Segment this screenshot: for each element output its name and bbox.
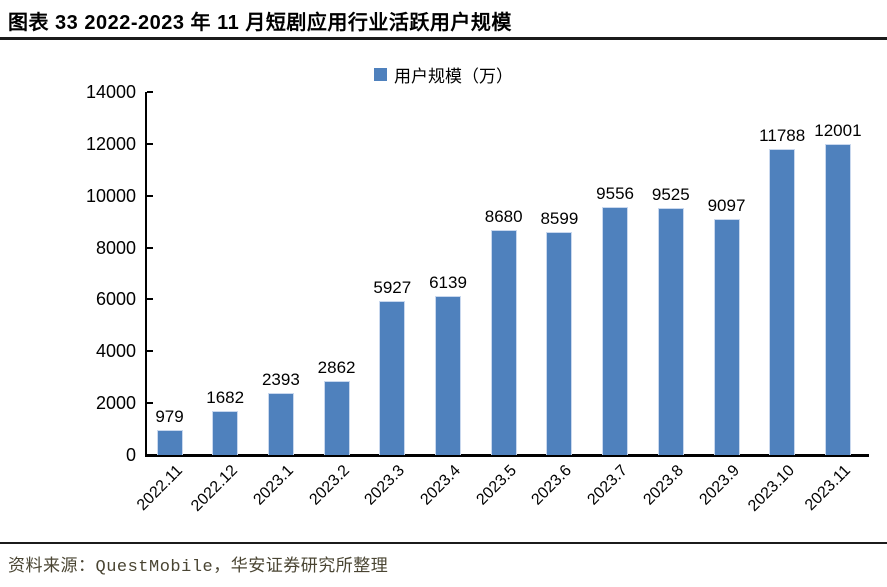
bar-value-label: 2862 bbox=[317, 357, 356, 377]
y-axis-tick-label: 4000 bbox=[95, 341, 136, 362]
chart-legend: 用户规模（万） bbox=[0, 62, 887, 87]
footer-divider bbox=[0, 542, 887, 544]
y-axis-tick bbox=[147, 142, 153, 145]
bar-value-label: 8599 bbox=[540, 209, 579, 229]
legend-label: 用户规模（万） bbox=[394, 67, 513, 86]
bar-2023.9 bbox=[713, 219, 740, 455]
bar-value-label: 9525 bbox=[651, 185, 690, 205]
bar-value-label: 1682 bbox=[206, 388, 245, 408]
bar-2022.12 bbox=[212, 411, 239, 455]
legend-marker-icon bbox=[374, 68, 387, 81]
bar-value-label: 12001 bbox=[814, 120, 862, 140]
bar-2022.11 bbox=[156, 429, 183, 455]
y-axis-tick-label: 14000 bbox=[85, 82, 136, 102]
bar-2023.5 bbox=[490, 229, 517, 455]
bar-2023.4 bbox=[435, 295, 461, 455]
y-axis-tick-label: 0 bbox=[125, 445, 136, 465]
bar-2023.7 bbox=[602, 207, 629, 455]
y-axis-tick-label: 6000 bbox=[95, 289, 136, 310]
bar-2023.6 bbox=[546, 232, 573, 455]
y-axis-tick bbox=[147, 194, 153, 197]
y-axis-tick bbox=[147, 298, 153, 301]
x-axis-line bbox=[145, 454, 869, 457]
y-axis-tick-label: 10000 bbox=[85, 185, 136, 206]
y-axis-tick bbox=[147, 402, 153, 405]
bar-value-label: 6139 bbox=[429, 272, 467, 292]
y-axis-tick bbox=[147, 350, 153, 353]
figure-title: 图表 33 2022-2023 年 11 月短剧应用行业活跃用户规模 bbox=[8, 12, 512, 34]
bar-value-label: 11788 bbox=[759, 126, 806, 146]
y-axis-tick-label: 2000 bbox=[95, 393, 136, 414]
y-axis-line bbox=[145, 92, 147, 456]
bar-value-label: 9556 bbox=[596, 184, 634, 204]
y-axis-tick bbox=[147, 91, 153, 93]
bar-2023.8 bbox=[657, 208, 684, 455]
bar-value-label: 5927 bbox=[373, 278, 412, 298]
bar-value-label: 8680 bbox=[484, 206, 523, 226]
bar-2023.2 bbox=[323, 380, 350, 455]
bar-value-label: 979 bbox=[155, 406, 184, 426]
bar-2023.10 bbox=[769, 149, 796, 455]
y-axis-tick bbox=[147, 246, 153, 249]
bar-2023.11 bbox=[824, 143, 851, 455]
source-note: 资料来源：QuestMobile，华安证券研究所整理 bbox=[8, 558, 389, 577]
bar-2023.3 bbox=[379, 301, 406, 455]
title-underline bbox=[0, 37, 887, 40]
bar-value-label: 9097 bbox=[707, 196, 746, 216]
y-axis-tick-label: 12000 bbox=[85, 133, 136, 154]
bar-value-label: 2393 bbox=[261, 369, 300, 389]
y-axis-tick-label: 8000 bbox=[95, 237, 136, 258]
bar-2023.1 bbox=[267, 392, 294, 455]
